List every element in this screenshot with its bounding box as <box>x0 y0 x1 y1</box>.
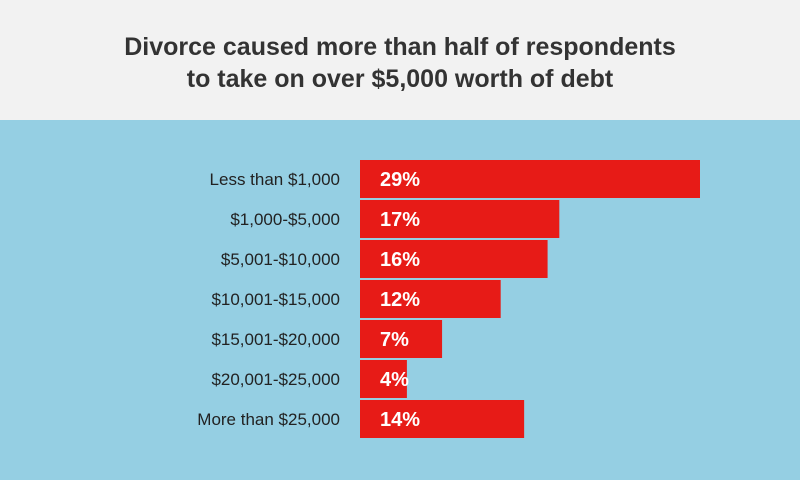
value-label-1: 17% <box>380 209 420 231</box>
category-label-2: $5,001-$10,000 <box>221 250 340 269</box>
category-label-3: $10,001-$15,000 <box>211 290 340 309</box>
category-label-4: $15,001-$20,000 <box>211 330 340 349</box>
category-label-0: Less than $1,000 <box>210 170 340 189</box>
bar-chart: Less than $1,000 29% $1,000-$5,000 17% $5,00… <box>197 160 700 438</box>
bar-0 <box>360 160 700 198</box>
chart-title-line-1: Divorce caused more than half of respond… <box>124 33 676 61</box>
value-label-2: 16% <box>380 249 420 271</box>
category-label-1: $1,000-$5,000 <box>230 210 340 229</box>
value-label-6: 14% <box>380 409 420 431</box>
title-header: Divorce caused more than half of respond… <box>0 0 800 120</box>
category-label-5: $20,001-$25,000 <box>211 370 340 389</box>
bar-3 <box>360 280 501 318</box>
chart-title: Divorce caused more than half of respond… <box>0 31 800 95</box>
bar-1 <box>360 200 560 238</box>
bar-4 <box>360 320 443 358</box>
value-label-3: 12% <box>380 289 420 311</box>
bar-5 <box>360 360 407 398</box>
bar-2 <box>360 240 548 278</box>
value-label-4: 7% <box>380 329 409 351</box>
value-label-5: 4% <box>380 369 409 391</box>
category-label-6: More than $25,000 <box>197 410 340 429</box>
chart-title-line-2: to take on over $5,000 worth of debt <box>186 65 614 93</box>
value-label-0: 29% <box>380 169 420 191</box>
bar-6 <box>360 400 525 438</box>
